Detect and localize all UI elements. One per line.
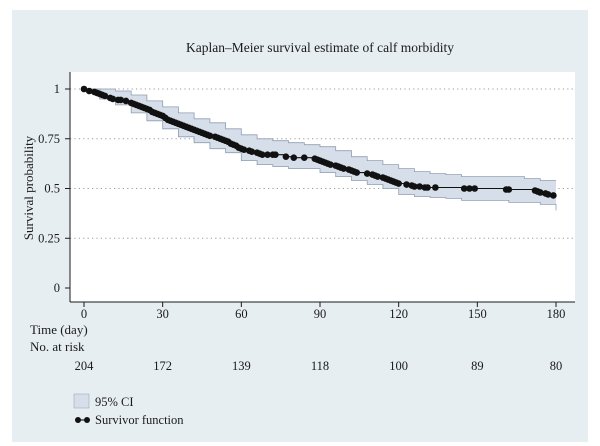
survival-point	[282, 153, 290, 160]
x-tick-label: 30	[156, 307, 169, 321]
survival-point	[272, 151, 279, 158]
survival-point	[264, 151, 271, 158]
survival-point	[395, 180, 402, 187]
survival-point	[101, 92, 109, 100]
survival-point	[122, 97, 130, 105]
chart-title: Kaplan–Meier survival estimate of calf m…	[186, 40, 454, 55]
risk-table-value: 89	[471, 359, 484, 373]
risk-table-value: 80	[550, 359, 563, 373]
survival-point	[424, 184, 431, 191]
x-tick-label: 180	[547, 307, 566, 321]
survival-point	[85, 87, 93, 95]
risk-table-values: 204 172 139 118 100 89 80	[75, 359, 563, 373]
legend-marker-swatch	[75, 417, 81, 423]
survival-point	[536, 189, 544, 196]
ci-band	[84, 89, 556, 211]
risk-table-value: 100	[389, 359, 408, 373]
survival-point	[248, 148, 256, 155]
survival-point	[403, 181, 410, 188]
survival-point	[460, 185, 468, 192]
survival-point	[374, 173, 381, 180]
risk-table-value: 139	[232, 359, 251, 373]
risk-table-value: 204	[75, 359, 95, 373]
ci-band-layer	[84, 88, 557, 211]
survival-point	[327, 161, 334, 168]
x-tick-label: 0	[81, 307, 87, 321]
y-tick-label: 0.25	[38, 231, 60, 245]
legend-ci-swatch	[73, 393, 90, 409]
legend-marker-swatch	[84, 417, 90, 423]
y-tick-label: 0	[54, 281, 60, 295]
y-axis-ticks: 0 0.25 0.5 0.75 1	[38, 82, 70, 295]
x-axis-label: Time (day)	[30, 322, 88, 337]
risk-table-value: 118	[311, 359, 329, 373]
ci-upper-bound	[84, 88, 556, 181]
survival-point	[259, 151, 266, 158]
survival-point	[353, 169, 361, 176]
risk-table-label: No. at risk	[30, 339, 85, 354]
survival-point	[240, 146, 248, 153]
survival-point	[505, 186, 513, 193]
survival-point	[544, 191, 552, 198]
x-tick-label: 90	[314, 307, 327, 321]
survival-point	[466, 185, 473, 192]
x-axis-ticks: 0 30 60 90 120 150 180	[81, 302, 566, 321]
survival-point	[550, 192, 557, 199]
x-tick-label: 150	[468, 307, 487, 321]
legend-line-label: Survivor function	[95, 413, 184, 427]
x-tick-label: 60	[235, 307, 248, 321]
risk-table-value: 172	[153, 359, 172, 373]
survival-point	[300, 154, 308, 161]
y-axis-label: Survival probability	[21, 135, 36, 240]
survival-point	[109, 95, 117, 103]
survival-point	[432, 184, 439, 191]
survival-point	[471, 185, 479, 192]
x-tick-label: 120	[389, 307, 408, 321]
ci-lower-bound	[84, 88, 557, 211]
survival-point	[290, 154, 298, 161]
survival-point	[416, 183, 423, 190]
survival-point	[363, 170, 371, 177]
legend: 95% CI Survivor function	[73, 393, 184, 427]
y-tick-label: 1	[54, 82, 60, 96]
survival-point	[340, 165, 347, 172]
axes	[69, 72, 575, 303]
legend-ci-label: 95% CI	[95, 395, 134, 409]
survival-point	[411, 183, 418, 190]
survival-markers	[80, 85, 557, 199]
grid-lines	[70, 88, 575, 239]
survival-point	[80, 85, 88, 93]
survival-point	[117, 96, 125, 104]
y-tick-label: 0.75	[38, 132, 60, 146]
survival-point	[206, 132, 214, 140]
y-tick-label: 0.5	[44, 182, 60, 196]
